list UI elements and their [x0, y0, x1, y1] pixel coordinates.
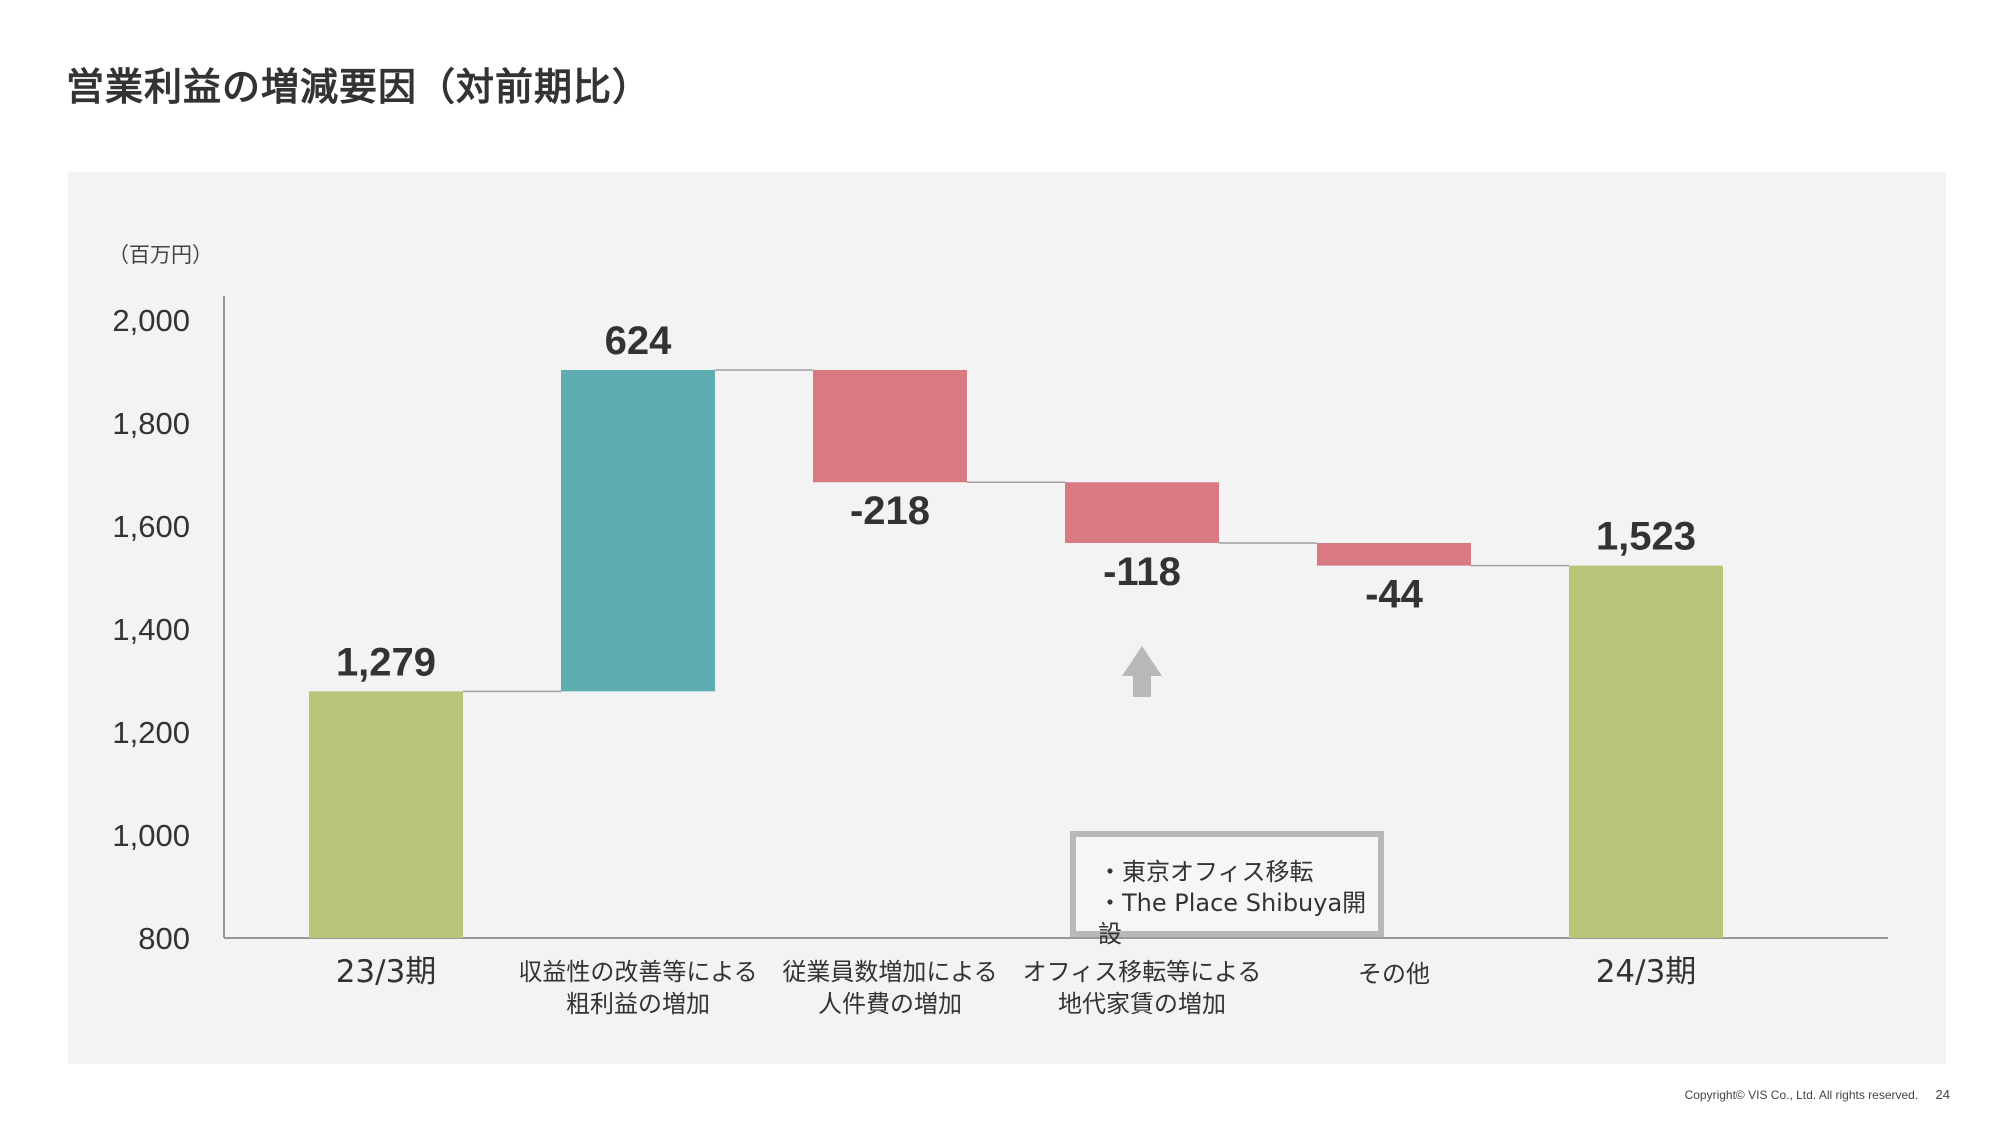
- x-tick-label: 24/3期: [1596, 954, 1697, 990]
- data-label: 1,279: [336, 640, 436, 684]
- bar: [1065, 482, 1219, 543]
- callout-arrow-shaft: [1133, 675, 1151, 697]
- bar: [309, 691, 463, 938]
- x-tick-label: 地代家賃の増加: [1058, 990, 1226, 1018]
- x-tick-label: その他: [1358, 960, 1430, 988]
- y-tick-label: 1,800: [112, 406, 190, 441]
- x-tick-label: オフィス移転等による: [1023, 958, 1262, 986]
- callout-item: The Place Shibuya開設: [1098, 888, 1378, 950]
- bar: [1317, 542, 1471, 566]
- y-tick-label: 800: [138, 921, 190, 956]
- callout-item: 東京オフィス移転: [1098, 857, 1378, 888]
- x-tick-label: 粗利益の増加: [566, 990, 710, 1018]
- bar: [1569, 565, 1723, 938]
- data-label: -118: [1103, 550, 1181, 594]
- y-axis-unit: （百万円）: [108, 243, 213, 267]
- chart-panel: （百万円） 800 1,000 1,200 1,400 1,600 1,800 2,000 1,…: [68, 172, 1946, 1064]
- footer: Copyright© VIS Co., Ltd. All rights rese…: [1685, 1087, 1950, 1102]
- annotation-callout: 東京オフィス移転 The Place Shibuya開設: [1070, 831, 1384, 948]
- y-tick-label: 2,000: [112, 303, 190, 338]
- x-tick-label: 人件費の増加: [818, 990, 962, 1018]
- data-label: -44: [1365, 573, 1424, 617]
- y-tick-label: 1,600: [112, 509, 190, 544]
- bar: [561, 369, 715, 692]
- data-label: -218: [850, 489, 930, 533]
- page-title: 営業利益の増減要因（対前期比）: [66, 65, 652, 109]
- x-tick-label: 従業員数増加による: [782, 958, 997, 986]
- page-number: 24: [1935, 1087, 1950, 1102]
- data-label: 624: [605, 319, 672, 363]
- callout-arrow-head: [1122, 646, 1162, 676]
- waterfall-chart: （百万円） 800 1,000 1,200 1,400 1,600 1,800 2,000 1,…: [108, 243, 1888, 1018]
- y-tick-label: 1,400: [112, 612, 190, 647]
- x-tick-label: 収益性の改善等による: [518, 958, 757, 986]
- data-label: 1,523: [1596, 515, 1696, 559]
- copyright-text: Copyright© VIS Co., Ltd. All rights rese…: [1684, 1088, 1919, 1102]
- y-tick-label: 1,200: [112, 715, 190, 750]
- x-tick-label: 23/3期: [336, 954, 437, 990]
- y-tick-label: 1,000: [112, 818, 190, 853]
- bar: [813, 369, 967, 483]
